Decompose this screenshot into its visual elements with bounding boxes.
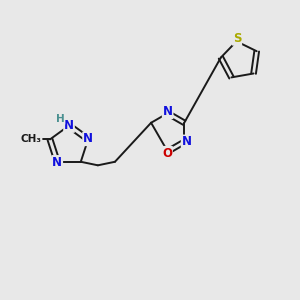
Text: N: N (52, 156, 62, 169)
Text: N: N (182, 135, 192, 148)
Text: O: O (162, 147, 172, 160)
Text: N: N (83, 132, 93, 145)
Text: H: H (56, 114, 64, 124)
Text: S: S (233, 32, 241, 45)
Text: N: N (163, 105, 173, 118)
Text: N: N (64, 119, 74, 132)
Text: CH₃: CH₃ (21, 134, 42, 144)
